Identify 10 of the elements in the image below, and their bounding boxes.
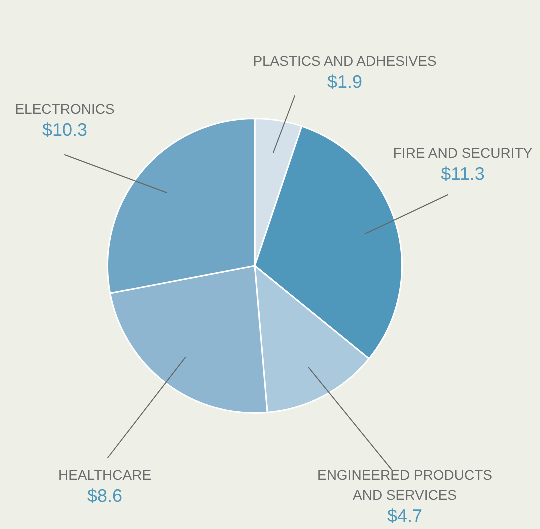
slice-label: ELECTRONICS (15, 101, 115, 117)
data-label: $4.7 (387, 506, 423, 526)
data-label: $8.6 (87, 486, 123, 506)
slice-label: ENGINEERED PRODUCTS AND SERVICES (317, 467, 493, 503)
slice-label: FIRE AND SECURITY (393, 145, 534, 161)
slice-label: HEALTHCARE (58, 467, 152, 483)
slice-label: PLASTICS AND ADHESIVES (253, 53, 437, 69)
data-label: $10.3 (42, 120, 88, 140)
data-label: $11.3 (441, 164, 485, 184)
data-label: $1.9 (327, 72, 363, 92)
